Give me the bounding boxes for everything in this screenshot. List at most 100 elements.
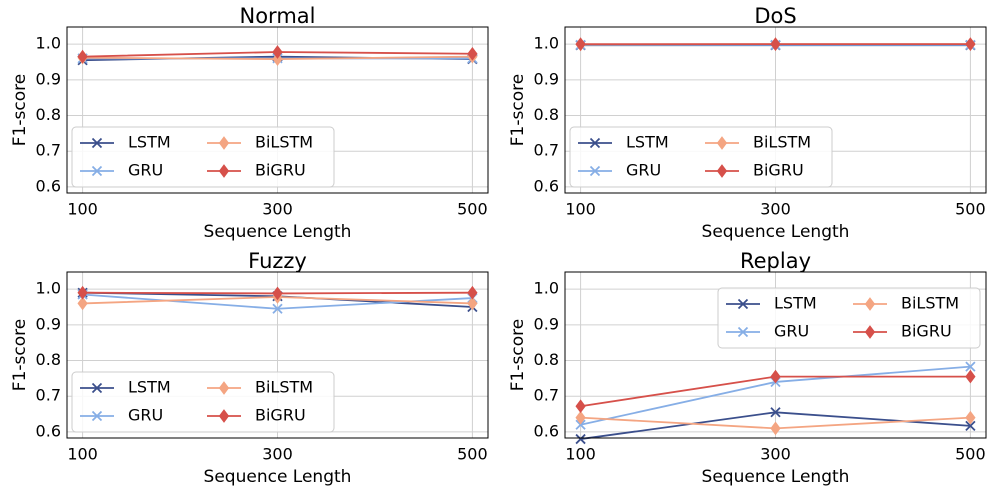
marker [737,298,749,310]
y-tick-label: 0.7 [534,141,559,160]
marker [575,419,586,430]
x-tick-label: 300 [760,200,791,219]
x-tick-label: 500 [457,445,488,464]
plot-frame [66,271,489,439]
marker [965,361,976,372]
legend-label: BiLSTM [901,294,959,313]
marker [467,46,478,61]
legend-box [71,126,335,188]
marker [770,421,781,436]
x-tick-label: 300 [262,445,293,464]
chart-title: DoS [754,4,796,28]
legend-label: BiGRU [255,161,306,180]
y-tick-label: 0.6 [534,176,559,195]
marker [77,49,88,64]
legend-label: GRU [128,161,163,180]
legend: LSTM GRU BiLSTM BiGRU [717,287,981,349]
y-axis-label: F1-score [10,74,30,146]
y-axis-label: F1-score [508,319,528,391]
chart-title: Normal [240,4,316,28]
marker [864,325,876,339]
panel: 0.6 0.7 0.8 0.9 1.0 100 300 500 DoS Sequence Leng… [508,4,987,242]
panel: 0.6 0.7 0.8 0.9 1.0 100 300 500 Replay Sequence L… [508,249,987,487]
y-tick-label: 0.9 [534,69,559,88]
y-tick-label: 0.8 [534,350,559,369]
y-tick-label: 1.0 [534,279,559,298]
panel: 0.6 0.7 0.8 0.9 1.0 100 300 500 Fuzzy Sequence Le… [10,249,489,487]
marker [965,410,976,425]
legend-box [71,371,335,433]
legend-label: GRU [128,406,163,425]
marker [77,285,88,300]
legend-label: GRU [774,322,809,341]
marker [770,369,781,384]
marker [575,37,586,51]
y-tick-label: 0.8 [36,350,61,369]
marker [218,136,230,150]
y-tick-label: 0.8 [36,105,61,124]
marker [589,137,601,149]
legend-box [569,126,833,188]
marker [91,410,103,422]
marker [716,136,728,150]
legend-label: BiLSTM [255,378,313,397]
x-tick-label: 100 [565,200,596,219]
x-tick-label: 100 [67,445,98,464]
legend-label: BiLSTM [753,133,811,152]
marker [575,433,586,445]
marker [91,137,103,149]
marker [467,285,478,300]
y-tick-label: 1.0 [36,279,61,298]
marker [272,286,283,301]
y-tick-label: 0.7 [36,386,61,405]
marker [770,407,781,418]
legend-label: LSTM [128,133,171,152]
marker [589,165,601,177]
legend-label: BiGRU [901,322,952,341]
plot-frame [564,271,987,439]
marker [218,381,230,395]
marker [91,382,103,394]
legend-box [717,287,981,349]
chart-title: Fuzzy [248,249,307,273]
x-tick-label: 100 [565,445,596,464]
panel: 0.6 0.7 0.8 0.9 1.0 100 300 500 Normal Sequence L… [10,4,489,242]
y-tick-label: 0.6 [36,421,61,440]
y-tick-label: 1.0 [534,34,559,53]
legend-label: LSTM [774,294,817,313]
x-tick-label: 500 [955,445,986,464]
x-tick-label: 500 [955,200,986,219]
y-axis-label: F1-score [10,319,30,391]
marker [864,297,876,311]
marker [965,369,976,384]
marker [575,399,586,414]
chart-title: Replay [740,249,811,273]
x-axis-label: Sequence Length [702,222,850,242]
x-axis-label: Sequence Length [702,467,850,487]
x-tick-label: 300 [760,445,791,464]
marker [716,164,728,178]
legend: LSTM GRU BiLSTM BiGRU [71,126,335,188]
legend-label: LSTM [128,378,171,397]
plot-frame [564,26,987,194]
marker [77,296,88,311]
marker [965,37,976,51]
x-axis-label: Sequence Length [204,467,352,487]
y-tick-label: 0.8 [534,105,559,124]
marker [965,420,976,431]
y-axis-label: F1-score [508,74,528,146]
legend: LSTM GRU BiLSTM BiGRU [71,371,335,433]
legend-label: LSTM [626,133,669,152]
x-tick-label: 300 [262,200,293,219]
legend-label: BiLSTM [255,133,313,152]
y-tick-label: 0.6 [36,176,61,195]
y-tick-label: 0.7 [534,386,559,405]
marker [218,409,230,423]
legend-label: BiGRU [255,406,306,425]
y-tick-label: 0.9 [36,69,61,88]
marker [91,165,103,177]
marker [272,52,283,66]
legend: LSTM GRU BiLSTM BiGRU [569,126,833,188]
y-tick-label: 0.9 [36,314,61,333]
